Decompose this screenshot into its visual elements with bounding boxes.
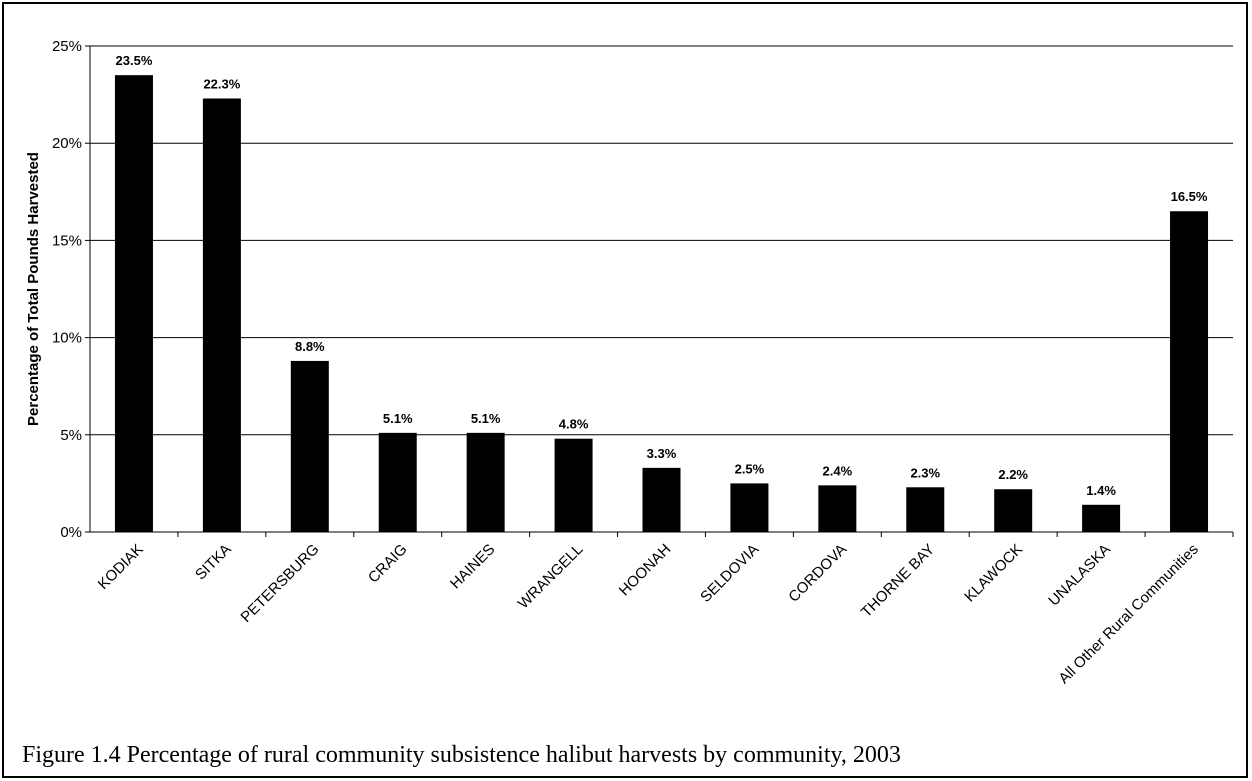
x-tick-label: WRANGELL xyxy=(515,541,587,613)
bar xyxy=(730,483,769,532)
bar xyxy=(466,432,505,532)
bar xyxy=(378,432,417,532)
x-tick-label: SELDOVIA xyxy=(697,541,762,606)
x-tick-label: All Other Rural Communities xyxy=(1055,541,1201,687)
x-tick-label: THORNE BAY xyxy=(858,541,938,621)
x-tick-label: HOONAH xyxy=(616,541,675,600)
data-label: 8.8% xyxy=(295,339,325,354)
data-label: 5.1% xyxy=(471,411,501,426)
data-label: 3.3% xyxy=(647,446,677,461)
data-label: 2.4% xyxy=(823,463,853,478)
data-label: 23.5% xyxy=(116,53,153,68)
bar xyxy=(642,467,681,532)
data-label: 2.5% xyxy=(735,461,765,476)
y-tick-label: 15% xyxy=(52,232,82,249)
bar xyxy=(114,75,153,532)
x-tick-label: CRAIG xyxy=(365,541,411,587)
x-tick-label: UNALASKA xyxy=(1045,541,1114,610)
bar xyxy=(202,98,241,532)
y-tick-label: 20% xyxy=(52,135,82,152)
data-label: 22.3% xyxy=(203,76,240,91)
bar xyxy=(1082,504,1121,532)
x-tick-label: KLAWOCK xyxy=(961,541,1026,606)
data-label: 5.1% xyxy=(383,411,413,426)
bar xyxy=(1170,211,1209,533)
bar xyxy=(994,489,1033,532)
figure-caption: Figure 1.4 Percentage of rural community… xyxy=(22,742,901,768)
x-tick-label: HAINES xyxy=(447,541,499,593)
bar xyxy=(818,485,857,532)
y-axis-title: Percentage of Total Pounds Harvested xyxy=(25,152,42,426)
y-tick-label: 10% xyxy=(52,330,82,347)
data-label: 2.3% xyxy=(910,465,940,480)
data-label: 4.8% xyxy=(559,417,589,432)
data-label: 2.2% xyxy=(998,467,1028,482)
data-label: 16.5% xyxy=(1171,189,1208,204)
x-tick-label: CORDOVA xyxy=(785,541,850,606)
bar xyxy=(906,487,945,532)
data-label: 1.4% xyxy=(1086,483,1116,498)
y-tick-label: 0% xyxy=(60,524,82,541)
x-tick-label: SITKA xyxy=(192,541,235,584)
bar xyxy=(554,438,593,532)
y-tick-label: 25% xyxy=(52,38,82,55)
bar xyxy=(290,360,329,532)
y-tick-label: 5% xyxy=(60,427,82,444)
x-tick-label: PETERSBURG xyxy=(238,541,323,626)
x-tick-label: KODIAK xyxy=(95,541,147,593)
